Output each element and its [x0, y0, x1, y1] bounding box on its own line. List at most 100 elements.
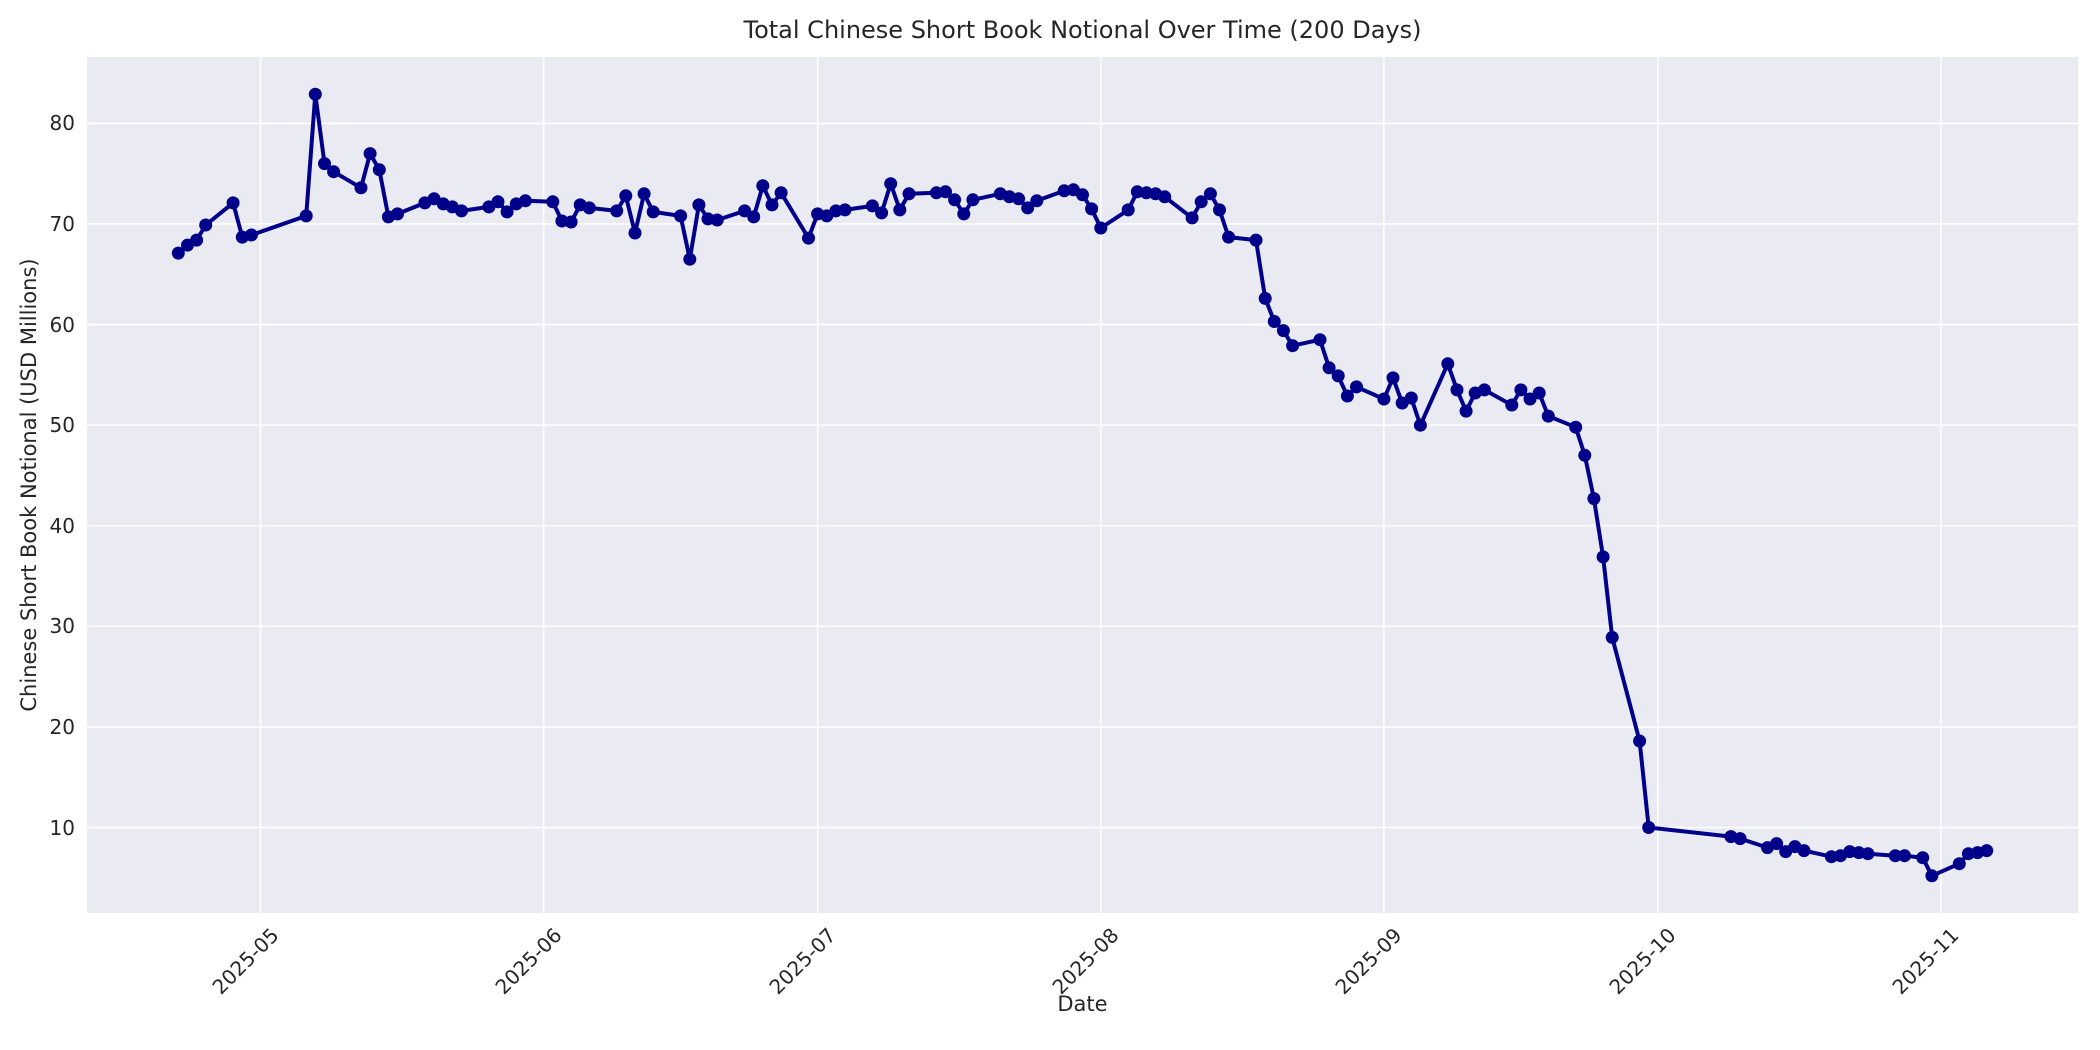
data-point-marker: [1313, 333, 1327, 347]
data-point-marker: [500, 205, 514, 219]
data-point-marker: [628, 226, 642, 240]
data-point-marker: [1222, 230, 1236, 244]
data-point-marker: [939, 185, 952, 199]
data-point-marker: [710, 213, 724, 227]
data-point-marker: [363, 147, 377, 161]
data-point-marker: [1085, 202, 1099, 216]
data-point-marker: [1898, 849, 1911, 863]
data-point-marker: [1770, 837, 1784, 851]
y-tick-label: 80: [49, 111, 75, 136]
data-point-marker: [1158, 190, 1172, 204]
x-axis-label: Date: [1057, 992, 1108, 1016]
data-point-marker: [875, 206, 889, 220]
data-point-marker: [1633, 734, 1647, 748]
data-point-marker: [1916, 851, 1930, 865]
data-point-marker: [865, 199, 879, 213]
data-point-marker: [1450, 383, 1464, 397]
data-point-marker: [1514, 383, 1528, 397]
data-point-marker: [318, 157, 331, 171]
data-point-marker: [1030, 194, 1044, 208]
data-point-marker: [1861, 847, 1875, 861]
data-point-marker: [1194, 195, 1208, 209]
data-point-marker: [455, 204, 468, 218]
data-point-marker: [802, 231, 815, 245]
data-point-marker: [199, 218, 213, 232]
data-point-marker: [893, 203, 907, 217]
data-point-marker: [1331, 369, 1345, 383]
data-point-marker: [1404, 391, 1418, 405]
data-point-marker: [838, 203, 852, 217]
data-point-marker: [610, 204, 624, 218]
data-point-marker: [1578, 448, 1592, 462]
data-point-marker: [1322, 361, 1336, 375]
data-point-marker: [1377, 392, 1391, 406]
data-point-marker: [957, 207, 971, 221]
data-point-marker: [518, 194, 532, 208]
y-tick-label: 40: [49, 513, 75, 538]
data-point-marker: [1541, 409, 1555, 423]
data-point-marker: [948, 193, 962, 207]
data-point-marker: [1386, 371, 1400, 385]
data-point-marker: [1413, 418, 1427, 432]
data-point-marker: [1021, 201, 1035, 215]
data-point-marker: [1587, 492, 1601, 506]
data-point-marker: [299, 209, 313, 223]
data-point-marker: [646, 205, 660, 219]
data-point-marker: [1605, 630, 1619, 644]
data-point-marker: [1267, 315, 1281, 328]
data-point-marker: [1952, 857, 1966, 871]
data-point-marker: [491, 195, 505, 209]
data-point-marker: [1441, 357, 1455, 371]
data-point-marker: [1980, 844, 1994, 858]
data-point-marker: [1203, 187, 1217, 201]
data-point-marker: [244, 228, 258, 242]
data-point-marker: [1532, 386, 1546, 400]
data-point-marker: [1121, 203, 1135, 217]
data-point-marker: [1459, 404, 1473, 418]
data-point-marker: [1094, 221, 1108, 235]
data-point-marker: [354, 181, 368, 195]
data-point-marker: [1276, 324, 1290, 338]
data-point-marker: [1185, 211, 1199, 225]
data-point-marker: [1733, 832, 1747, 846]
data-point-marker: [1249, 233, 1263, 247]
data-point-marker: [1523, 392, 1537, 406]
data-point-marker: [884, 177, 898, 191]
data-point-marker: [774, 186, 788, 200]
data-point-marker: [1477, 383, 1491, 397]
data-point-marker: [966, 193, 980, 207]
data-point-marker: [308, 87, 322, 101]
data-point-marker: [226, 196, 240, 210]
y-tick-label: 20: [49, 714, 75, 739]
data-point-marker: [1596, 550, 1610, 564]
y-axis-label: Chinese Short Book Notional (USD Million…: [14, 57, 44, 913]
data-point-marker: [747, 210, 761, 224]
y-tick-label: 30: [49, 614, 75, 639]
data-point-marker: [1213, 203, 1226, 217]
data-point-marker: [582, 201, 596, 215]
data-point-marker: [1888, 849, 1902, 863]
data-point-marker: [683, 252, 697, 266]
y-tick-label: 70: [49, 211, 75, 236]
data-point-marker: [637, 187, 651, 201]
data-point-marker: [674, 209, 688, 223]
data-point-marker: [1797, 844, 1811, 858]
data-point-marker: [1642, 821, 1656, 834]
data-point-marker: [1076, 188, 1089, 202]
data-point-marker: [564, 215, 578, 229]
data-point-marker: [1350, 380, 1363, 394]
data-point-marker: [1925, 869, 1939, 883]
data-point-marker: [756, 179, 770, 193]
data-point-marker: [1258, 291, 1272, 305]
data-point-marker: [190, 233, 204, 247]
data-point-marker: [391, 207, 404, 221]
y-tick-label: 60: [49, 312, 75, 337]
y-axis-label-text: Chinese Short Book Notional (USD Million…: [17, 258, 41, 712]
plot-area: [87, 57, 2078, 913]
data-point-marker: [902, 187, 916, 201]
chart-title: Total Chinese Short Book Notional Over T…: [743, 16, 1422, 44]
data-point-marker: [327, 165, 341, 179]
data-point-marker: [372, 163, 386, 177]
